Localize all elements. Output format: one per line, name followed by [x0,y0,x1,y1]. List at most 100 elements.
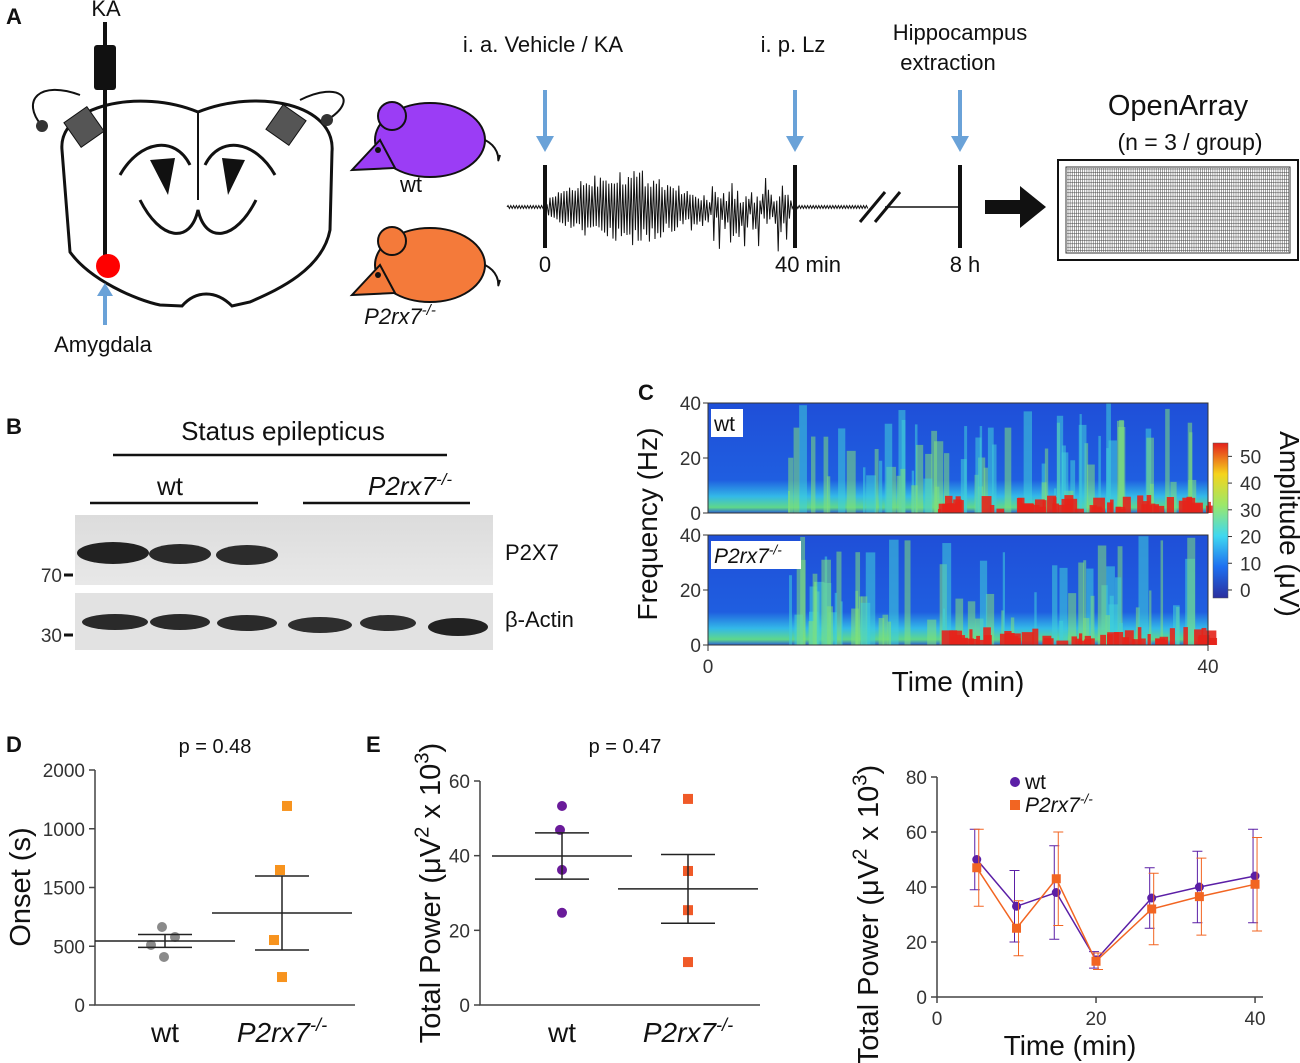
event-label: extraction [900,50,995,75]
data-point [1051,888,1061,897]
spectrogram-texture [1186,496,1192,513]
eeg-signal [506,170,869,252]
data-point [683,793,693,804]
data-point [1012,923,1022,933]
spectrogram-texture [851,608,859,645]
spectrogram-texture [1178,500,1188,513]
spectrogram-texture [1105,615,1110,645]
array-cells [1067,168,1289,252]
y-tick-label: 60 [906,823,927,844]
spectrogram-texture [1169,628,1175,645]
spectrogram-texture [1059,567,1068,645]
spectrogram-texture [1075,638,1082,645]
panel-label: E [366,732,381,757]
spectrogram-texture [1078,633,1083,645]
colorbar-tick-label: 50 [1240,447,1261,468]
protein-label: P2X7 [505,540,559,565]
spectrogram-texture [1061,452,1069,513]
spectrogram-texture [860,602,871,645]
spectrogram-texture [964,426,968,513]
spectrogram-texture [1063,504,1072,513]
panel-tag-bg [711,541,801,569]
blot-group: wt [156,471,184,501]
ko-label: P2rx7-/- [364,302,436,329]
y-tick-label: 0 [74,996,85,1017]
x-tick-label-main: wt [547,1017,576,1048]
spectrogram-texture [1057,504,1064,513]
spectrogram-texture [941,630,952,645]
y-tick-label: 0 [690,504,701,525]
spectrogram-texture [866,475,877,513]
target-label: Amygdala [54,332,153,357]
spectrogram-texture [878,618,885,645]
y-tick-label: 40 [449,847,470,868]
data-point [1147,904,1157,914]
flow-arrow [985,186,1046,228]
data-point [1250,871,1260,881]
label-part: Total Power (μV [853,859,885,1063]
spectrogram-texture [983,467,988,513]
spectrogram-texture [1097,545,1107,645]
data-point [972,855,982,864]
spectrogram-texture [949,630,953,645]
y-tick-label: 1500 [43,879,85,900]
spectrogram-texture [887,621,892,645]
spectrogram-texture [1093,497,1105,513]
panel-tag-main: P2rx7 [714,545,770,568]
spectrogram-texture [1074,508,1084,513]
spectrogram-texture [862,467,866,513]
panel-tag: wt [713,413,735,436]
mouse-wt [349,101,501,178]
spectrogram-texture [911,485,918,513]
spectrogram-texture [821,559,831,645]
ko-sup: -/- [422,302,436,319]
spectrogram-texture [1090,638,1095,645]
timeline-arrows [536,90,969,152]
spectrogram-texture [1147,634,1151,645]
y-axis-label: Frequency (Hz) [632,428,663,621]
y-tick-label: 80 [906,768,927,789]
event-label: Hippocampus [893,20,1028,45]
spectrogram-texture [943,608,946,645]
spectrogram-texture [1188,479,1197,513]
wt-label: wt [399,172,422,197]
spectrogram-texture [976,639,987,645]
protein-label: β-Actin [505,607,574,632]
spectrogram-texture [958,500,964,513]
spectrogram-texture [811,436,816,513]
y-tick-label: 40 [906,878,927,899]
spectrogram-texture [874,448,879,513]
y-axis-label: Total Power (μV2 x 103) [411,743,447,1043]
spectrogram-texture [1043,638,1054,645]
condition-label: Status epilepticus [181,416,385,446]
data-point [683,957,693,968]
spectrogram-texture [1122,496,1131,513]
panel-tag-bg [711,409,743,437]
spectrogram-texture [1083,560,1087,645]
spectrogram-texture [1155,639,1168,645]
spectrogram-texture [1114,632,1124,645]
marker-label: 30 [41,626,62,647]
panel-label: C [638,380,654,405]
spectrogram-texture [1021,632,1034,645]
spectrogram-texture [1106,566,1115,645]
spectrogram-texture [981,496,992,513]
spectrogram-texture [975,437,982,513]
spectrogram-texture [916,444,924,513]
spectrogram-texture [900,468,906,513]
brain-schematic [31,22,345,325]
spectrogram-texture [1110,499,1114,513]
spectrogram-texture [1067,498,1078,513]
label-sup: 3 [849,774,871,785]
spectrogram-texture [1052,565,1058,645]
spectrogram-texture [1107,634,1113,645]
spectrogram-texture [840,601,843,645]
spectrogram-texture [1187,537,1196,645]
spectrogram-texture [1124,630,1134,645]
x-axis-label: Time (min) [1004,1030,1137,1061]
x-tick-label: wt [150,1017,179,1048]
spectrogram-texture [904,540,911,645]
x-tick-label: 40 [1197,657,1218,678]
spectrogram-texture [947,503,954,513]
